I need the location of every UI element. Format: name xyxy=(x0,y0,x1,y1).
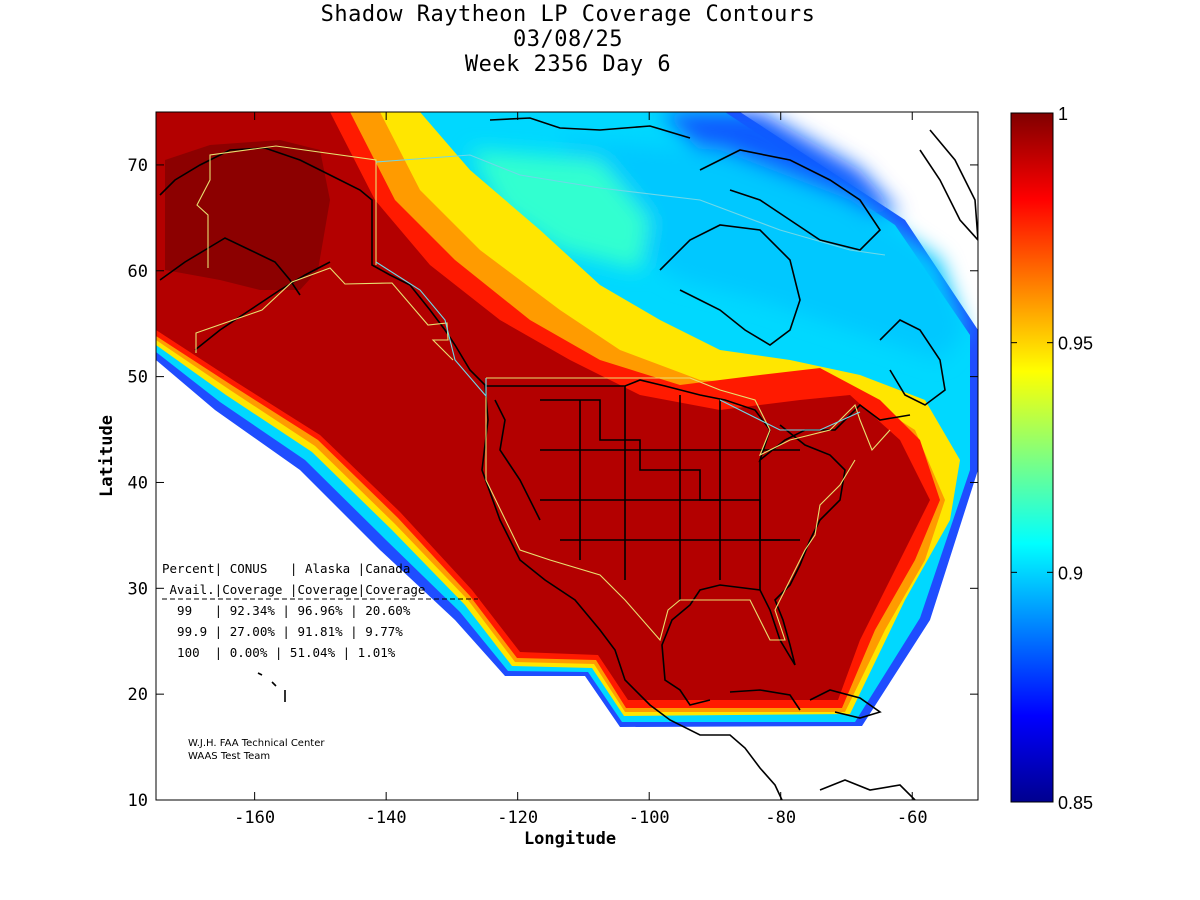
y-axis-label: Latitude xyxy=(97,415,117,497)
credit-line-1: W.J.H. FAA Technical Center xyxy=(188,738,325,749)
credit-line-2: WAAS Test Team xyxy=(188,751,270,762)
y-axis-ticks: 10 20 30 40 50 60 70 xyxy=(128,156,978,811)
x-tick-label: -120 xyxy=(497,808,538,828)
chart-title: Shadow Raytheon LP Coverage Contours xyxy=(320,2,816,27)
table-header-row-2: Avail.|Coverage |Coverage|Coverage xyxy=(162,582,425,597)
table-row: 100 | 0.00% | 51.04% | 1.01% xyxy=(162,645,396,660)
table-row: 99 | 92.34% | 96.96% | 20.60% xyxy=(162,603,411,618)
plot-frame xyxy=(155,111,979,801)
colorbar-tick-label: 0.9 xyxy=(1058,563,1083,583)
x-axis-ticks: -160 -140 -120 -100 -80 -60 xyxy=(234,112,928,828)
y-tick-label: 40 xyxy=(128,473,148,493)
colorbar xyxy=(1010,112,1054,803)
chart-date: 03/08/25 xyxy=(513,27,623,52)
y-tick-label: 20 xyxy=(128,685,148,705)
x-tick-label: -160 xyxy=(234,808,275,828)
colorbar-tick-label: 0.95 xyxy=(1058,334,1093,354)
coverage-stats-table: Percent| CONUS | Alaska |Canada Avail.|C… xyxy=(162,561,478,660)
x-tick-label: -100 xyxy=(629,808,670,828)
y-tick-label: 70 xyxy=(128,156,148,176)
table-header-row-1: Percent| CONUS | Alaska |Canada xyxy=(162,561,410,576)
x-tick-label: -80 xyxy=(765,808,796,828)
canada-boundary xyxy=(375,154,886,431)
x-tick-label: -140 xyxy=(366,808,407,828)
y-tick-label: 10 xyxy=(128,791,148,811)
colorbar-ticks: 1 0.95 0.9 0.85 xyxy=(1011,104,1093,813)
x-axis-label: Longitude xyxy=(524,829,616,849)
chart-week-day: Week 2356 Day 6 xyxy=(464,52,672,77)
colorbar-tick-label: 1 xyxy=(1058,104,1068,124)
y-tick-label: 30 xyxy=(128,579,148,599)
coverage-field xyxy=(156,112,978,800)
y-tick-label: 50 xyxy=(128,368,148,388)
colorbar-tick-label: 0.85 xyxy=(1058,793,1093,813)
x-tick-label: -60 xyxy=(897,808,928,828)
service-volume-boundary xyxy=(195,145,891,642)
y-tick-label: 60 xyxy=(128,262,148,282)
table-row: 99.9 | 27.00% | 91.81% | 9.77% xyxy=(162,624,403,639)
